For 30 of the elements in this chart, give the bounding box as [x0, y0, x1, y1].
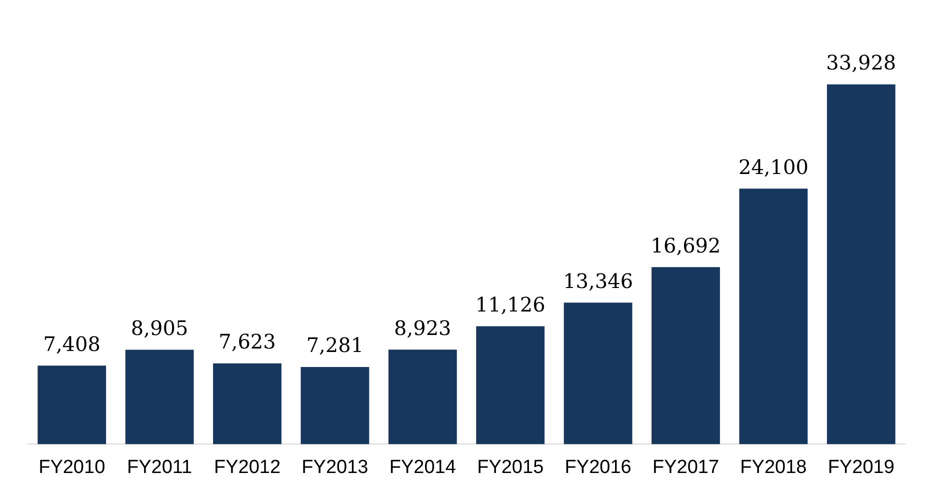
data-label: 33,928: [826, 50, 896, 75]
data-label: 13,346: [563, 268, 634, 293]
x-tick-label: FY2019: [828, 456, 894, 478]
data-label: 24,100: [738, 154, 808, 179]
x-tick-label: FY2017: [652, 456, 720, 478]
x-tick-label: FY2014: [389, 456, 456, 478]
bar: [476, 326, 545, 444]
bar: [300, 366, 370, 444]
bar: [38, 366, 106, 444]
x-tick-label: FY2010: [38, 456, 106, 478]
data-label: 7,281: [306, 333, 364, 358]
data-label: 11,126: [475, 292, 546, 316]
x-tick-label: FY2012: [214, 456, 281, 478]
bar: [125, 350, 194, 444]
x-tick-label: FY2016: [564, 456, 632, 478]
x-tick-label: FY2013: [302, 456, 368, 478]
data-label: 8,923: [394, 316, 452, 340]
data-label: 8,905: [130, 316, 188, 340]
x-tick-label: FY2015: [477, 456, 544, 478]
bar: [564, 302, 632, 444]
data-label: 7,408: [43, 332, 100, 356]
data-label: 7,623: [218, 330, 276, 354]
bar: [388, 350, 457, 444]
bar: [739, 188, 808, 444]
bar: [826, 84, 896, 444]
x-tick-label: FY2018: [740, 456, 807, 478]
x-tick-label: FY2011: [126, 456, 192, 478]
data-label: 16,692: [650, 233, 721, 258]
bar: [652, 267, 720, 444]
bar: [213, 363, 282, 444]
